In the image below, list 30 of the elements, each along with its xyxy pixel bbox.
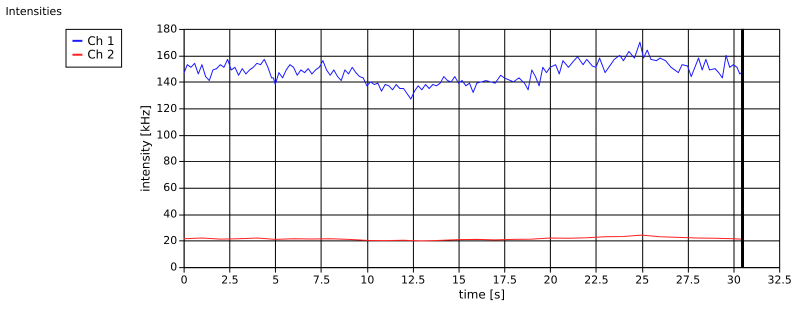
y-tick-label: 120 xyxy=(156,102,178,115)
x-tick-label: 32.5 xyxy=(768,274,792,287)
x-tick-label: 30 xyxy=(726,274,741,287)
x-tick-label: 0 xyxy=(180,274,188,287)
x-tick-label: 5 xyxy=(272,274,280,287)
y-tick-label: 140 xyxy=(156,75,178,88)
y-tick-label: 80 xyxy=(163,154,178,168)
x-tick-label: 17.5 xyxy=(492,274,517,287)
text: Intensities xyxy=(5,5,62,18)
x-tick-label: 27.5 xyxy=(676,274,700,287)
line-series xyxy=(183,42,742,100)
x-tick-label: 15 xyxy=(452,274,466,287)
x-axis-title: time [s] xyxy=(458,287,505,302)
x-tick-label: 7.5 xyxy=(312,274,330,287)
y-tick-label: 100 xyxy=(156,128,178,142)
x-tick-label: 25 xyxy=(635,274,650,287)
y-tick-label: 60 xyxy=(163,181,178,194)
y-tick-label: 20 xyxy=(163,234,178,248)
y-tick-label: 180 xyxy=(156,22,178,36)
x-tick-label: 22.5 xyxy=(584,274,609,287)
x-tick-label: 20 xyxy=(544,274,558,287)
x-tick-label: 12.5 xyxy=(401,274,426,287)
y-axis-title: intensity [kHz] xyxy=(138,105,152,192)
y-tick-label: 40 xyxy=(163,208,178,221)
legend-label: Ch 1 xyxy=(87,34,115,48)
x-tick-label: 10 xyxy=(360,274,374,287)
legend-label: Ch 2 xyxy=(87,48,115,62)
x-tick-label: 2.5 xyxy=(221,274,239,287)
y-tick-label: 160 xyxy=(156,48,178,62)
y-tick-label: 0 xyxy=(170,260,178,274)
